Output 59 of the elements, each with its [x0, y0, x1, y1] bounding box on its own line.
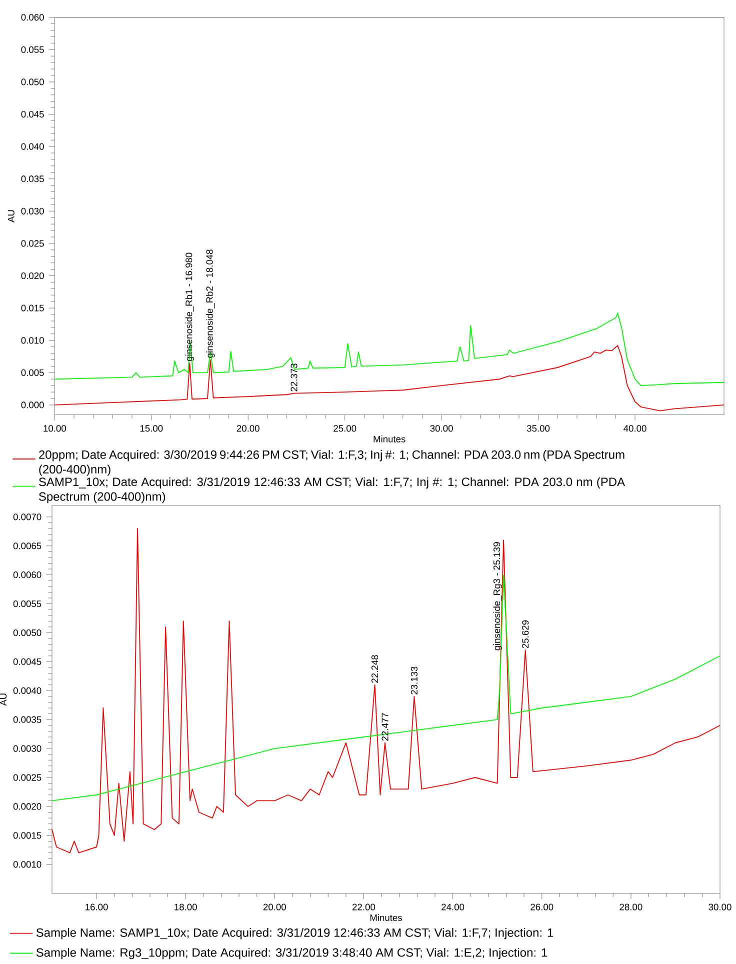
- x-tick-label: 10.00: [44, 425, 66, 432]
- y-tick-label: 0.0050: [13, 629, 42, 636]
- x-axis-title: Minutes: [374, 436, 406, 442]
- x-tick-label: 40.00: [624, 425, 646, 432]
- y-tick-label: 0.030: [21, 208, 44, 214]
- y-tick-label: 0.0040: [13, 687, 42, 694]
- annotation: 22.373: [290, 364, 298, 392]
- x-axis-title: Minutes: [370, 914, 402, 922]
- annotation: ginsenoside_Rb2 - 18.048: [206, 250, 215, 358]
- y-tick-label: 0.010: [21, 337, 44, 344]
- annotation: ginsenoside_Rg3 - 25.139: [493, 542, 502, 650]
- x-tick-label: 20.00: [263, 904, 286, 910]
- y-tick-label: 0.025: [21, 240, 44, 247]
- legend-label: Sample Name: Rg3_10ppm; Date Acquired: 3/31/2019 3:48:40 AM CST; Vial: 1:E,2; Injection: 1: [36, 948, 548, 960]
- y-tick-label: 0.045: [21, 110, 44, 118]
- legend-label: SAMP1_10x; Date Acquired: 3/31/2019 12:46:33 AM CST; Vial: 1:F,7; Inj #: 1; Channel: PDA 203.0 nm (PDA Spectrum (200-400)nm): [38, 477, 626, 504]
- x-tick-label: 16.00: [86, 904, 108, 910]
- y-tick-label: 0.0045: [13, 658, 42, 665]
- x-tick-label: 18.00: [174, 904, 197, 910]
- y-tick-label: 0.020: [21, 272, 44, 280]
- y-tick-label: 0.0060: [13, 572, 42, 578]
- y-tick-label: 0.0035: [13, 716, 42, 723]
- y-tick-label: 0.035: [21, 176, 44, 182]
- y-tick-label: 0.015: [21, 304, 44, 312]
- y-axis-title: AU: [8, 210, 14, 222]
- y-tick-label: 0.0020: [13, 803, 42, 810]
- line-series: [52, 528, 720, 854]
- x-tick-label: 22.00: [352, 904, 376, 910]
- x-tick-label: 15.00: [140, 425, 163, 432]
- y-tick-label: 0.0070: [13, 514, 42, 520]
- annotation: 25.629: [522, 620, 529, 648]
- y-tick-label: 0.040: [21, 143, 44, 150]
- y-tick-label: 0.050: [21, 78, 44, 86]
- y-tick-label: 0.0065: [13, 542, 42, 550]
- y-tick-label: 0.000: [21, 402, 44, 408]
- y-tick-label: 0.0010: [13, 861, 42, 868]
- legend-label: Sample Name: SAMP1_10x; Date Acquired: 3/31/2019 12:46:33 AM CST; Vial: 1:F,7; Injection: 1: [36, 928, 554, 940]
- x-tick-label: 30.00: [430, 425, 453, 432]
- x-tick-label: 26.00: [530, 904, 554, 910]
- y-tick-label: 0.060: [21, 14, 44, 21]
- annotation: 23.133: [410, 666, 418, 694]
- y-tick-label: 0.0030: [13, 745, 42, 752]
- y-axis-title: AU: [0, 694, 7, 706]
- x-tick-label: 25.00: [334, 425, 356, 432]
- line-series: [52, 574, 720, 802]
- legend-label: 20ppm; Date Acquired: 3/30/2019 9:44:26 PM CST; Vial: 1:F,3; Inj #: 1; Channel: PDA 203.0 nm (PDA Spectrum (200-400)nm): [39, 450, 624, 476]
- x-tick-label: 20.00: [236, 425, 260, 432]
- x-tick-label: 30.00: [708, 904, 732, 910]
- x-tick-label: 35.00: [526, 425, 550, 432]
- annotation: 22.477: [382, 713, 388, 741]
- x-tick-label: 28.00: [620, 904, 642, 910]
- x-tick-label: 24.00: [442, 904, 464, 910]
- y-tick-label: 0.0015: [13, 832, 42, 839]
- y-tick-label: 0.0055: [13, 600, 42, 608]
- y-tick-label: 0.055: [21, 46, 44, 53]
- y-tick-label: 0.0025: [13, 774, 42, 781]
- y-tick-label: 0.005: [21, 369, 44, 376]
- annotation: 22.248: [371, 655, 378, 683]
- annotation: ginsenoside_Rb1 - 16.980: [185, 252, 194, 361]
